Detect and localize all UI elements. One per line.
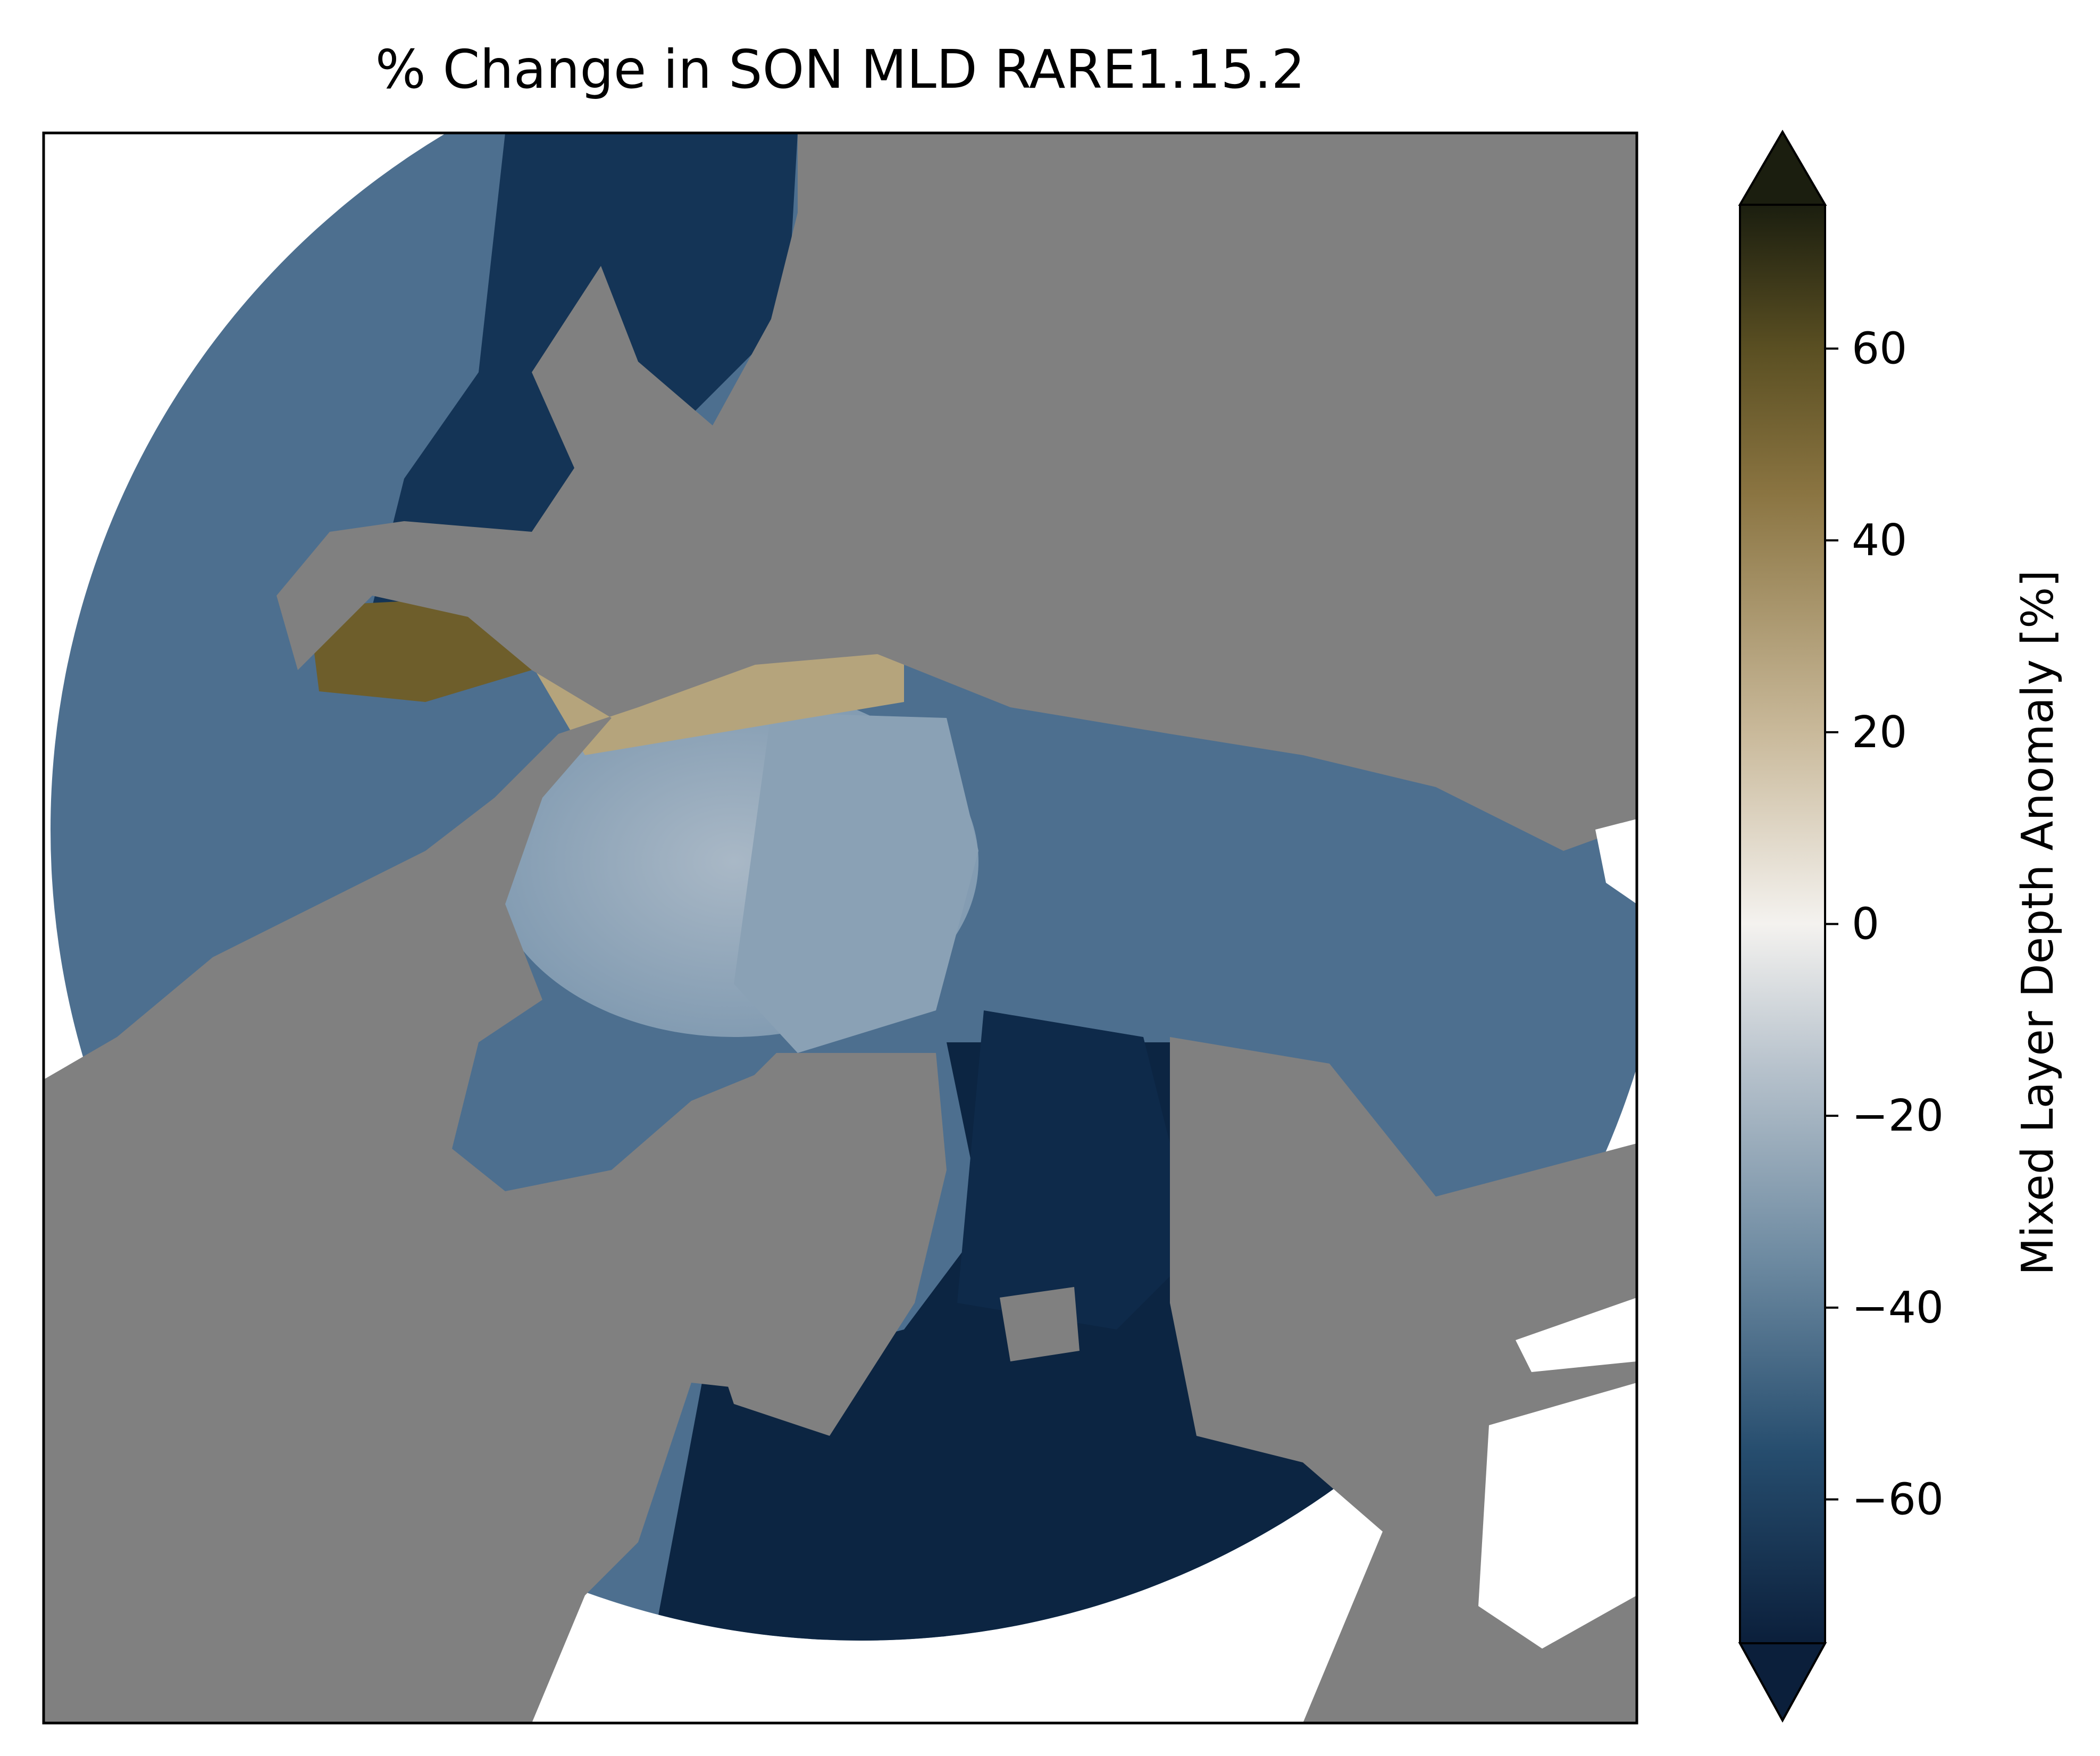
map-frame — [42, 131, 1638, 1725]
region-arctic-basin-east — [734, 713, 978, 1053]
colorbar-extend-max — [1738, 130, 1827, 206]
colorbar-tick-label: −40 — [1852, 1283, 1944, 1333]
colorbar-tick-label: −20 — [1852, 1091, 1944, 1141]
region-north-atlantic — [638, 1042, 1383, 1641]
land-novaya-zemlya — [1234, 1096, 1372, 1202]
land-greenland — [670, 1053, 947, 1436]
colorbar-extend-min — [1738, 1642, 1827, 1723]
colorbar-ticks: −60 −40 −20 0 20 40 60 — [1825, 324, 1944, 1525]
colorbar-label: Mixed Layer Depth Anomaly [%] — [2013, 570, 2063, 1275]
colorbar-tick-label: 20 — [1852, 707, 1907, 758]
colorbar-tick-label: 40 — [1852, 515, 1907, 566]
colorbar-outline — [1739, 130, 1826, 1723]
outside-domain-patches — [1478, 819, 1637, 1649]
colorbar-tick-label: 60 — [1852, 324, 1907, 374]
colorbar-body — [1740, 205, 1825, 1643]
region-greenland-sea — [957, 1010, 1197, 1329]
map-panel — [44, 133, 1637, 1723]
colorbar-tick-label: 0 — [1852, 899, 1879, 950]
land-asia — [44, 133, 1637, 1723]
land-svalbard — [1000, 1287, 1080, 1361]
chart-title: % Change in SON MLD RARE1.15.2 — [375, 38, 1306, 101]
colorbar-tick-label: −60 — [1852, 1475, 1944, 1525]
colorbar: −60 −40 −20 0 20 40 60 Mixed Layer Depth Anoma… — [1738, 130, 2063, 1723]
